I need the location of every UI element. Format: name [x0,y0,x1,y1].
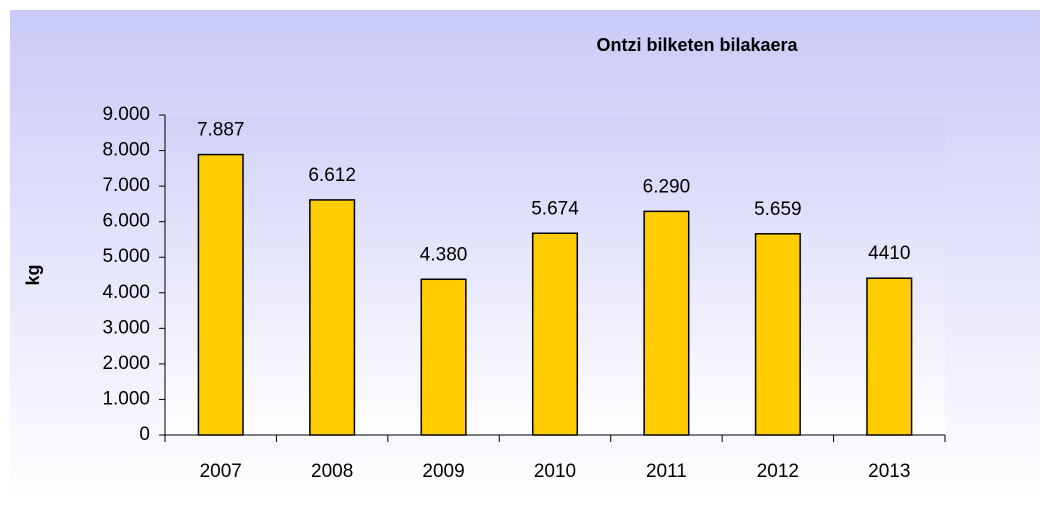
value-label: 5.674 [531,198,579,219]
y-tick-label: 4.000 [102,282,150,303]
value-label: 5.659 [754,199,802,220]
y-tick-label: 0 [139,424,150,445]
y-tick-label: 9.000 [102,104,150,125]
x-tick-label: 2007 [200,461,242,482]
value-label: 4.380 [420,244,468,265]
bar [531,232,579,436]
x-tick-label: 2009 [422,461,464,482]
chart-title: Ontzi bilketen bilakaera [596,35,798,55]
y-tick-label: 2.000 [102,353,150,374]
x-tick-label: 2008 [311,461,353,482]
value-label: 6.612 [308,165,356,186]
value-label: 6.290 [643,176,691,197]
y-tick-label: 8.000 [102,140,150,161]
y-tick-label: 7.000 [102,175,150,196]
bar [754,233,801,436]
x-tick-label: 2013 [868,461,910,482]
y-tick-label: 1.000 [102,388,150,409]
x-tick-label: 2011 [646,461,687,482]
y-tick-label: 3.000 [102,317,150,338]
bar [420,278,467,436]
bar [643,210,690,436]
bar [866,277,913,436]
x-tick-label: 2010 [534,461,576,482]
y-axis-label: kg [23,264,43,285]
bar [197,153,244,436]
y-tick-label: 6.000 [102,211,150,232]
value-label: 7.887 [197,120,245,141]
value-label: 4410 [868,243,910,264]
x-tick-label: 2012 [757,461,799,482]
y-tick-label: 5.000 [102,246,150,267]
bar [309,199,356,436]
